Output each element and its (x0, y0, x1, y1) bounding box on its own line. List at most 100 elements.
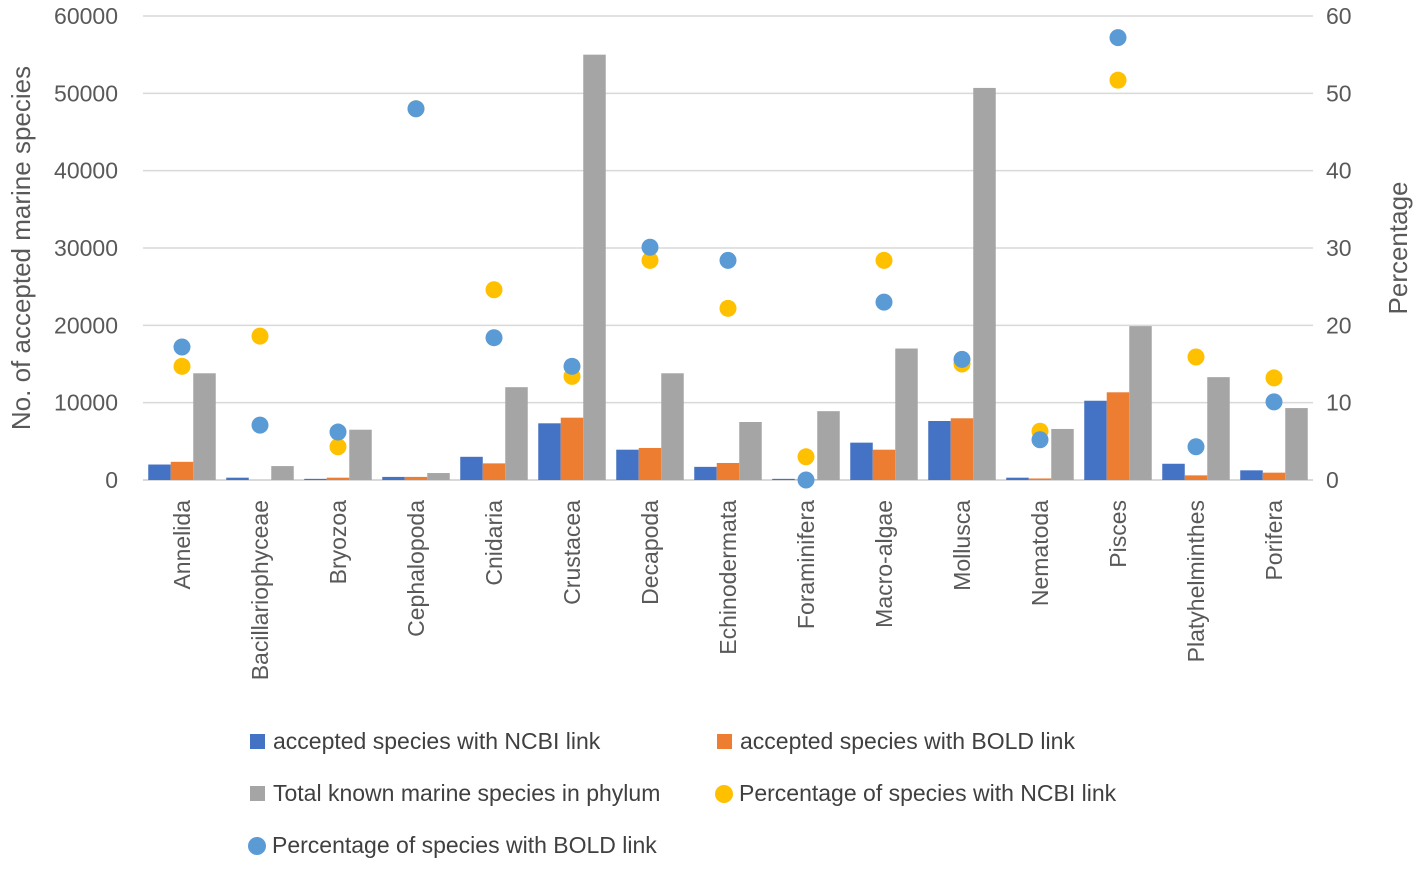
bar (1162, 463, 1185, 480)
x-tick-label: Pisces (1105, 500, 1131, 568)
y-axis-title: No. of accepted marine species (6, 66, 36, 430)
legend-label: Percentage of species with BOLD link (272, 832, 657, 858)
bar (427, 473, 450, 480)
scatter-point (485, 281, 503, 299)
bar (349, 429, 372, 480)
x-tick-label: Crustacea (559, 500, 585, 605)
bar (271, 466, 294, 480)
x-tick-label: Mollusca (949, 500, 975, 591)
left-axis-ticks: 0 10000 20000 30000 40000 50000 60000 (54, 3, 118, 493)
x-tick-label: Cephalopoda (403, 500, 429, 637)
bar (973, 87, 996, 481)
bar (928, 420, 951, 480)
bar (404, 476, 428, 480)
y-tick-label: 10000 (54, 390, 118, 416)
bar (583, 54, 606, 481)
bar (772, 478, 795, 480)
bar (1262, 472, 1286, 480)
bar (895, 348, 918, 480)
scatter-point (329, 438, 347, 456)
scatter-point (641, 238, 659, 256)
y-tick-label: 40000 (54, 158, 118, 184)
bar (694, 466, 717, 480)
y-tick-label: 60000 (54, 3, 118, 29)
y2-tick-label: 50 (1326, 80, 1352, 106)
scatter-points (173, 29, 1283, 489)
legend-item-pct-ncbi: Percentage of species with NCBI link (715, 780, 1116, 807)
legend-label: Total known marine species in phylum (273, 780, 661, 806)
legend-item-ncbi: accepted species with NCBI link (250, 728, 600, 755)
scatter-point (251, 327, 269, 345)
scatter-point (251, 416, 269, 434)
bar (193, 373, 216, 480)
scatter-point (797, 448, 815, 466)
bar (1084, 400, 1107, 480)
bar (460, 456, 483, 480)
y-tick-label: 0 (105, 467, 118, 493)
bar (382, 476, 405, 480)
scatter-point (173, 338, 191, 356)
y-tick-label: 50000 (54, 80, 118, 106)
scatter-point (953, 350, 971, 368)
scatter-point (485, 329, 503, 347)
scatter-point (1265, 393, 1283, 411)
bar (1129, 326, 1152, 480)
y2-tick-label: 30 (1326, 235, 1352, 261)
bar (170, 461, 194, 480)
y-tick-label: 20000 (54, 312, 118, 338)
scatter-point (719, 299, 737, 317)
legend-item-pct-bold: Percentage of species with BOLD link (248, 832, 657, 859)
x-tick-label: Annelida (169, 500, 195, 590)
legend-swatch (250, 734, 265, 749)
legend-label: Percentage of species with NCBI link (739, 780, 1117, 806)
legend-item-total: Total known marine species in phylum (250, 780, 660, 807)
bar (304, 478, 327, 480)
scatter-point (797, 471, 815, 489)
bar (560, 417, 584, 480)
bars (148, 54, 1308, 481)
scatter-point (329, 423, 347, 441)
x-tick-label: Cnidaria (481, 500, 507, 586)
bar (1006, 477, 1029, 480)
x-tick-label: Macro-algae (871, 500, 897, 628)
legend-marker (248, 836, 266, 855)
bar (1051, 428, 1074, 480)
bar (1207, 377, 1230, 480)
scatter-point (563, 357, 581, 375)
legend-item-bold: accepted species with BOLD link (717, 728, 1075, 755)
x-tick-label: Porifera (1261, 500, 1287, 581)
scatter-point (875, 251, 893, 269)
bar (148, 464, 171, 480)
y2-tick-label: 40 (1326, 158, 1352, 184)
legend-swatch (717, 734, 732, 749)
bar (872, 449, 896, 480)
x-tick-label: Nematoda (1027, 500, 1053, 606)
bar (1285, 408, 1308, 480)
bar (716, 462, 740, 480)
scatter-point (407, 100, 425, 118)
bar (1028, 478, 1052, 480)
x-tick-label: Echinodermata (715, 500, 741, 655)
bar (538, 423, 561, 480)
scatter-point (719, 251, 737, 269)
bar (482, 463, 506, 480)
bar (1106, 392, 1130, 480)
x-tick-label: Bryozoa (325, 500, 351, 585)
bar (817, 411, 840, 480)
y2-tick-label: 60 (1326, 3, 1352, 29)
bar (616, 449, 639, 480)
bar (739, 422, 762, 480)
bar (1184, 475, 1208, 480)
scatter-point (173, 357, 191, 375)
y-tick-label: 30000 (54, 235, 118, 261)
y2-tick-label: 10 (1326, 390, 1352, 416)
x-tick-label: Bacillariophyceae (247, 500, 273, 680)
scatter-point (1031, 431, 1049, 449)
scatter-point (1109, 29, 1127, 47)
bar (638, 447, 662, 480)
legend-label: accepted species with NCBI link (273, 728, 601, 754)
scatter-point (641, 251, 659, 269)
bar (326, 477, 350, 480)
x-tick-label: Decapoda (637, 500, 663, 605)
